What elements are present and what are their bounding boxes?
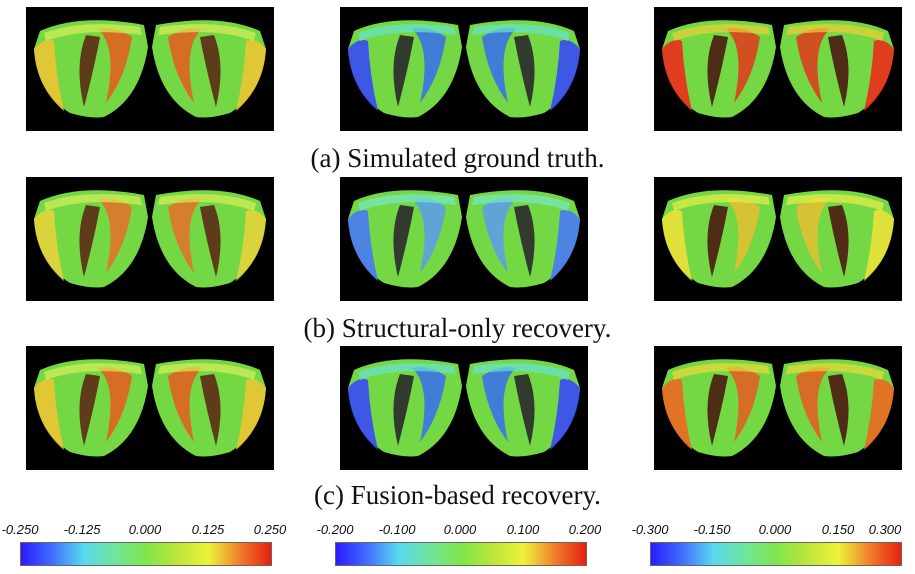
heart-lobe bbox=[662, 190, 776, 288]
colorbar-a-tick: -0.125 bbox=[63, 522, 101, 537]
panel-a-3 bbox=[654, 7, 902, 131]
heart-lobe bbox=[348, 190, 462, 288]
heart-lobe bbox=[34, 359, 148, 457]
panel-a-2 bbox=[340, 7, 588, 131]
caption-a: (a) Simulated ground truth. bbox=[310, 143, 605, 173]
colorbar-b-gradient bbox=[335, 542, 587, 566]
heart-lobe bbox=[780, 359, 894, 457]
heart-rendering bbox=[340, 7, 588, 131]
colorbar-a-gradient bbox=[20, 542, 272, 566]
heart-lobe bbox=[152, 190, 266, 288]
panel-b-3 bbox=[654, 177, 902, 301]
colorbar-a-tick: -0.250 bbox=[1, 522, 39, 537]
colorbar-a-tick: 0.125 bbox=[191, 522, 225, 537]
heart-lobe bbox=[34, 20, 148, 118]
heart-lobe bbox=[780, 190, 894, 288]
caption-c: (c) Fusion-based recovery. bbox=[314, 480, 601, 510]
heart-lobe bbox=[466, 359, 580, 457]
heart-rendering bbox=[26, 346, 274, 470]
heart-lobe bbox=[780, 20, 894, 118]
colorbar-b-tick: -0.100 bbox=[378, 522, 416, 537]
colorbar-b-tick: 0.100 bbox=[506, 522, 540, 537]
heart-lobe bbox=[466, 20, 580, 118]
panel-b-2 bbox=[340, 177, 588, 301]
heart-rendering bbox=[654, 7, 902, 131]
panel-a-1 bbox=[26, 7, 274, 131]
colorbar-c-tick: 0.000 bbox=[758, 522, 792, 537]
colorbar-c-tick: -0.150 bbox=[693, 522, 731, 537]
heart-lobe bbox=[152, 20, 266, 118]
heart-lobe bbox=[662, 20, 776, 118]
colorbar-a-tick: 0.000 bbox=[128, 522, 162, 537]
panel-b-1 bbox=[26, 177, 274, 301]
heart-lobe bbox=[348, 359, 462, 457]
colorbar-c-tick: -0.300 bbox=[631, 522, 669, 537]
colorbar-c-gradient bbox=[650, 542, 902, 566]
panel-c-2 bbox=[340, 346, 588, 470]
colorbar-b-tick: 0.000 bbox=[443, 522, 477, 537]
heart-lobe bbox=[348, 20, 462, 118]
colorbar-b: -0.200 -0.100 0.000 0.100 0.200 bbox=[317, 522, 601, 570]
panel-c-1 bbox=[26, 346, 274, 470]
heart-lobe bbox=[34, 190, 148, 288]
colorbar-a: -0.250 -0.125 0.000 0.125 0.250 bbox=[2, 522, 286, 570]
caption-b: (b) Structural-only recovery. bbox=[303, 313, 612, 343]
colorbar-c: -0.300 -0.150 0.000 0.150 0.300 bbox=[632, 522, 902, 570]
heart-rendering bbox=[26, 7, 274, 131]
heart-rendering bbox=[654, 177, 902, 301]
heart-lobe bbox=[466, 190, 580, 288]
heart-rendering bbox=[340, 346, 588, 470]
colorbar-c-tick: 0.150 bbox=[821, 522, 855, 537]
heart-lobe bbox=[662, 359, 776, 457]
colorbar-b-tick: 0.200 bbox=[568, 522, 602, 537]
colorbar-a-tick: 0.250 bbox=[253, 522, 287, 537]
heart-rendering bbox=[26, 177, 274, 301]
heart-lobe bbox=[152, 359, 266, 457]
heart-rendering bbox=[340, 177, 588, 301]
panel-c-3 bbox=[654, 346, 902, 470]
colorbar-c-tick: 0.300 bbox=[868, 522, 902, 537]
colorbar-b-tick: -0.200 bbox=[316, 522, 354, 537]
heart-rendering bbox=[654, 346, 902, 470]
